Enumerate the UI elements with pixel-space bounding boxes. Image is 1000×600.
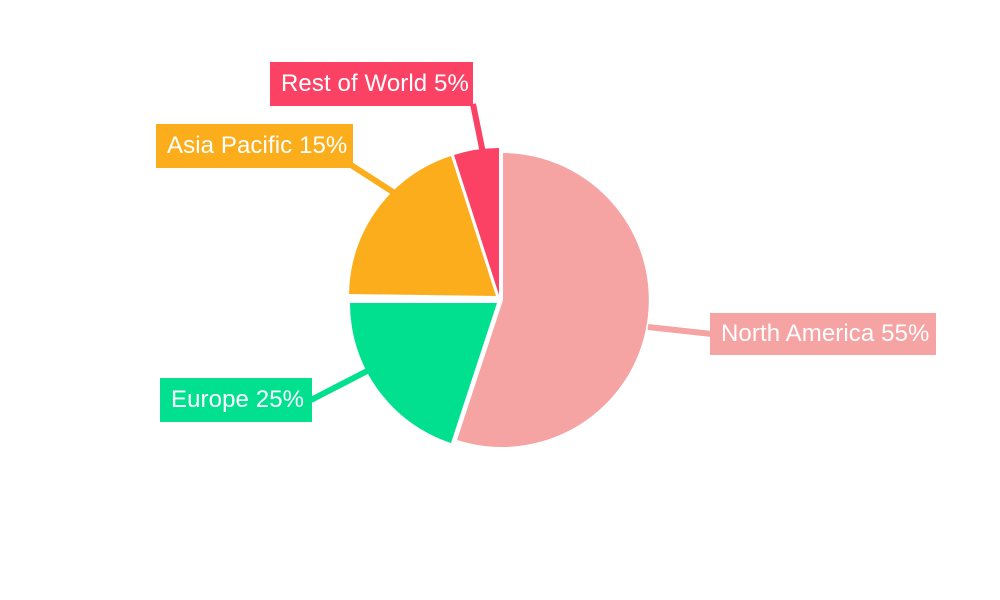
pie-label-europe-text: Europe 25% (171, 386, 305, 413)
leader-line-north-america (647, 324, 713, 337)
pie-label-north-america[interactable]: North America 55% (710, 313, 936, 355)
leader-lines (309, 103, 713, 403)
pie-slice-rest-of-world[interactable] (454, 147, 499, 295)
leader-line-asia-pacific (349, 162, 398, 197)
pie-label-north-america-text: North America 55% (721, 320, 930, 347)
pie-slice-north-america[interactable] (457, 153, 649, 447)
pie-label-rest-of-world-text: Rest of World 5% (281, 70, 469, 97)
pie-label-rest-of-world[interactable]: Rest of World 5% (270, 62, 473, 106)
pie-slices (349, 147, 649, 447)
pie-slice-europe[interactable] (349, 303, 497, 443)
pie-label-asia-pacific[interactable]: Asia Pacific 15% (156, 124, 353, 168)
pie-slice-asia-pacific[interactable] (349, 156, 496, 296)
pie-label-europe[interactable]: Europe 25% (160, 378, 312, 422)
pie-label-asia-pacific-text: Asia Pacific 15% (167, 132, 348, 159)
leader-line-europe (309, 366, 373, 403)
leader-line-rest-of-world (470, 103, 486, 154)
